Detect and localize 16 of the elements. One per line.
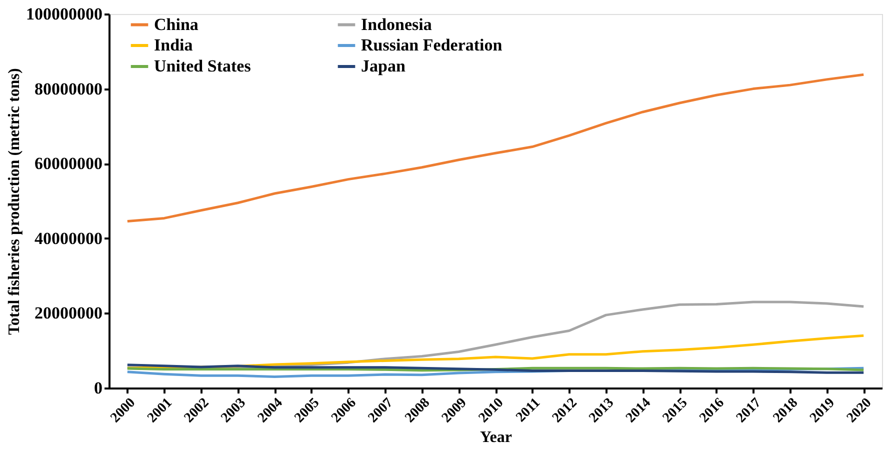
y-tick-label: 0 [94,378,102,398]
y-tick-label: 40000000 [34,228,102,248]
legend-label: Japan [361,56,406,76]
legend-label: Russian Federation [361,36,503,54]
y-tick-label: 20000000 [34,304,102,323]
x-axis-title: Year [480,429,512,446]
legend-label: Indonesia [361,14,432,34]
y-axis-title: Total fisheries production (metric tons) [6,68,23,335]
y-tick-label: 60000000 [34,154,102,174]
legend-label: United States [154,56,252,76]
legend-label: India [154,36,194,54]
line-series [126,364,865,374]
x-tick-label: 2011 [514,396,544,426]
legend-label: China [154,14,199,34]
y-tick-label: 80000000 [34,79,102,98]
y-tick-label: 100000000 [26,4,102,24]
